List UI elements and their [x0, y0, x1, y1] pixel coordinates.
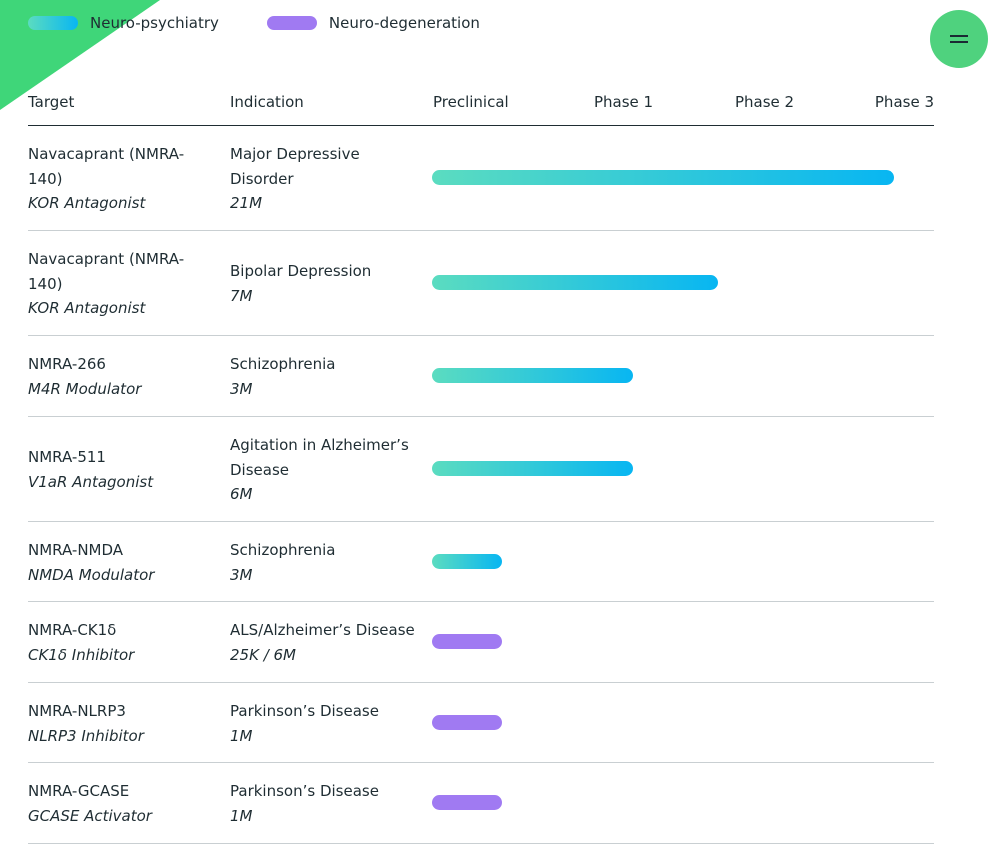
target-mechanism: KOR Antagonist	[28, 299, 146, 317]
header-phase-1: Phase 1	[594, 93, 654, 111]
patient-population: 6M	[230, 485, 253, 503]
indication-cell: Parkinson’s Disease 1M	[230, 699, 420, 748]
table-row: NMRA-NLRP3 NLRP3 Inhibitor Parkinson’s D…	[28, 683, 934, 763]
indication-name: Schizophrenia	[230, 541, 336, 559]
legend-swatch-neuro-psychiatry	[28, 16, 78, 30]
table-row: NMRA-CK1δ CK1δ Inhibitor ALS/Alzheimer’s…	[28, 602, 934, 683]
patient-population: 21M	[230, 194, 263, 212]
target-mechanism: NMDA Modulator	[28, 565, 155, 584]
indication-name: Schizophrenia	[230, 355, 336, 373]
progress-bar	[432, 715, 502, 730]
progress-bar	[432, 170, 894, 185]
target-mechanism: M4R Modulator	[28, 379, 142, 398]
header-target: Target	[28, 93, 75, 111]
legend-label: Neuro-degeneration	[328, 14, 480, 32]
indication-cell: Bipolar Depression 7M	[230, 259, 420, 308]
progress-bar	[432, 795, 502, 810]
table-row: NMRA-266 M4R Modulator Schizophrenia 3M	[28, 336, 934, 417]
target-mechanism: CK1δ Inhibitor	[28, 645, 135, 664]
indication-name: Bipolar Depression	[230, 262, 372, 280]
patient-population: 1M	[230, 726, 253, 745]
target-mechanism: V1aR Antagonist	[28, 472, 154, 491]
header-preclinical: Preclinical	[433, 93, 509, 111]
table-row: Navacaprant (NMRA-140) KOR Antagonist Bi…	[28, 231, 934, 336]
target-name: NMRA-NMDA	[28, 541, 124, 559]
legend: Neuro-psychiatry Neuro-degeneration	[28, 14, 528, 32]
target-name: NMRA-GCASE	[28, 782, 130, 800]
target-name: NMRA-266	[28, 355, 106, 373]
progress-bar	[432, 368, 633, 383]
indication-cell: ALS/Alzheimer’s Disease 25K / 6M	[230, 618, 420, 667]
target-cell: NMRA-CK1δ CK1δ Inhibitor	[28, 618, 218, 667]
indication-cell: Schizophrenia 3M	[230, 352, 420, 401]
indication-name: Major Depressive Disorder	[230, 145, 360, 188]
legend-item-neuro-psychiatry: Neuro-psychiatry	[28, 14, 219, 32]
target-mechanism: KOR Antagonist	[28, 194, 146, 212]
header-phase-3: Phase 3	[874, 93, 934, 111]
header-indication: Indication	[230, 93, 304, 111]
target-cell: NMRA-511 V1aR Antagonist	[28, 445, 218, 494]
target-cell: NMRA-NMDA NMDA Modulator	[28, 538, 218, 587]
progress-bar	[432, 275, 718, 290]
patient-population: 7M	[230, 286, 253, 305]
target-name: NMRA-CK1δ	[28, 621, 117, 639]
indication-name: ALS/Alzheimer’s Disease	[230, 621, 415, 639]
target-cell: NMRA-GCASE GCASE Activator	[28, 779, 218, 828]
indication-name: Parkinson’s Disease	[230, 782, 379, 800]
indication-name: Agitation in Alzheimer’s Disease	[230, 436, 409, 479]
pipeline-table: Target Indication Preclinical Phase 1 Ph…	[28, 82, 934, 844]
indication-cell: Parkinson’s Disease 1M	[230, 779, 420, 828]
target-cell: Navacaprant (NMRA-140) KOR Antagonist	[28, 142, 218, 216]
target-name: Navacaprant (NMRA-140)	[28, 250, 185, 293]
legend-item-neuro-degeneration: Neuro-degeneration	[266, 14, 480, 32]
indication-cell: Major Depressive Disorder 21M	[230, 142, 420, 216]
indication-cell: Schizophrenia 3M	[230, 538, 420, 587]
patient-population: 3M	[230, 379, 253, 398]
target-cell: Navacaprant (NMRA-140) KOR Antagonist	[28, 247, 218, 321]
target-name: Navacaprant (NMRA-140)	[28, 145, 185, 188]
target-cell: NMRA-NLRP3 NLRP3 Inhibitor	[28, 699, 218, 748]
target-cell: NMRA-266 M4R Modulator	[28, 352, 218, 401]
menu-button[interactable]	[930, 10, 988, 68]
target-name: NMRA-511	[28, 448, 106, 466]
target-name: NMRA-NLRP3	[28, 702, 126, 720]
table-row: NMRA-GCASE GCASE Activator Parkinson’s D…	[28, 763, 934, 844]
patient-population: 3M	[230, 565, 253, 584]
patient-population: 1M	[230, 806, 253, 825]
target-mechanism: NLRP3 Inhibitor	[28, 726, 144, 745]
progress-bar	[432, 554, 502, 569]
table-row: NMRA-511 V1aR Antagonist Agitation in Al…	[28, 417, 934, 522]
header-phase-2: Phase 2	[735, 93, 795, 111]
hamburger-icon	[950, 34, 968, 44]
indication-cell: Agitation in Alzheimer’s Disease 6M	[230, 433, 420, 507]
legend-label: Neuro-psychiatry	[90, 14, 219, 32]
table-row: Navacaprant (NMRA-140) KOR Antagonist Ma…	[28, 126, 934, 231]
table-header: Target Indication Preclinical Phase 1 Ph…	[28, 82, 934, 126]
table-row: NMRA-NMDA NMDA Modulator Schizophrenia 3…	[28, 522, 934, 602]
legend-swatch-neuro-degeneration	[266, 16, 317, 30]
progress-bar	[432, 461, 633, 476]
progress-bar	[432, 634, 502, 649]
patient-population: 25K / 6M	[230, 645, 296, 664]
indication-name: Parkinson’s Disease	[230, 702, 379, 720]
target-mechanism: GCASE Activator	[28, 806, 152, 825]
